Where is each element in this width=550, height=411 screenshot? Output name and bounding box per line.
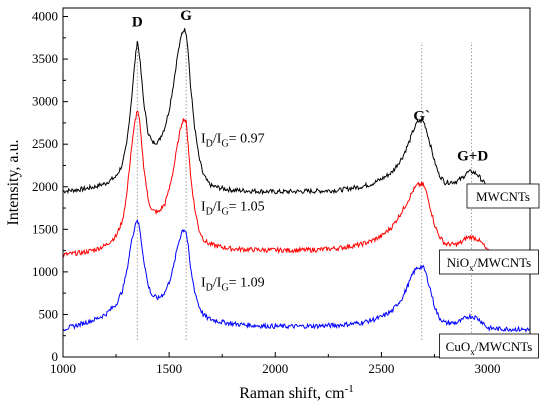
legend-item: CuOx/MWCNTs [439,333,539,359]
y-tick-label: 500 [39,306,59,321]
legend-label-subscript: x [469,263,474,273]
x-tick-label: 1000 [50,361,76,376]
legend-item: MWCNTs [466,183,540,209]
legend-label-main: CuO [446,339,471,354]
x-axis-title-main: Raman shift, cm [239,385,345,402]
y-tick-label: 0 [52,349,59,364]
ratio-part: I [201,275,206,290]
x-axis-title: Raman shift, cm-1 [239,383,353,402]
legend-label: CuOx/MWCNTs [446,339,533,357]
peak-label: G [180,8,192,24]
ratio-part: I [201,200,206,215]
series-line [62,28,531,198]
ratio-part: /I [213,131,222,146]
ratio-subscript: G [221,138,228,149]
y-tick-label: 2500 [32,136,58,151]
legend-item: NiOx/MWCNTs [439,249,539,275]
series-line [62,218,531,333]
y-tick-label: 4000 [32,9,58,24]
legend-box [466,183,540,209]
axes: 0 500 1000 1500 2000 2500 3000 3500 4000 1000 1500… [5,7,531,402]
series-layer [62,28,531,333]
y-tick-label: 3500 [32,51,58,66]
ratio-part: I [201,131,206,146]
y-tick-label: 2000 [32,179,58,194]
ratio-subscript: G [221,282,228,293]
x-tick-label: 2000 [262,361,288,376]
x-tick-label: 3000 [475,361,501,376]
intensity-ratio-label: ID/IG= 1.05 [201,200,265,218]
legend-label: NiOx/MWCNTs [447,255,531,273]
y-tick-label: 1000 [32,264,58,279]
x-tick-label: 1500 [156,361,182,376]
legend-box [439,333,539,359]
legend-label-main: MWCNTs [476,189,530,204]
legend-label-rest: /MWCNTs [475,339,533,354]
legend-box [439,249,539,275]
ratio-part: /I [213,200,222,215]
legend-label: MWCNTs [476,189,530,204]
legend-label-subscript: x [470,347,475,357]
intensity-ratio-label: ID/IG= 1.09 [201,275,265,293]
ratio-subscript: D [206,207,213,218]
intensity-ratio-label: ID/IG= 0.97 [201,131,265,149]
ratio-part: /I [213,275,222,290]
legend-label-rest: /MWCNTs [474,255,532,270]
reference-lines [136,42,473,340]
series-line [62,110,531,261]
y-axis-title: Intensity, a.u. [5,139,22,225]
y-tick-label: 3000 [32,94,58,109]
peak-label: D [132,15,143,31]
x-tick-label: 2500 [368,361,394,376]
peak-label: G` [413,108,430,124]
x-axis-title-superscript: -1 [345,383,354,395]
ratio-subscript: G [221,207,228,218]
peak-label: G+D [457,148,488,164]
plot-frame [62,7,531,358]
ratio-value: = 1.05 [229,200,265,215]
ratio-subscript: D [206,282,213,293]
ratio-value: = 1.09 [229,275,265,290]
legend-label-main: NiO [447,255,469,270]
ratio-subscript: D [206,138,213,149]
y-tick-label: 1500 [32,221,58,236]
ratio-value: = 0.97 [229,131,265,146]
